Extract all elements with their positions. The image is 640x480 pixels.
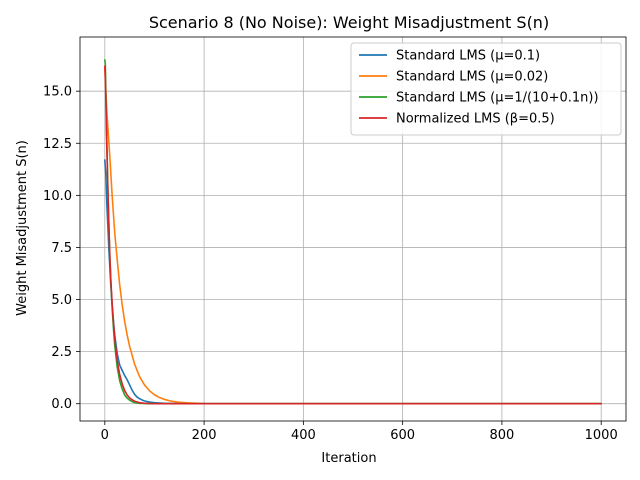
x-tick-label: 1000 — [585, 428, 618, 443]
axis-ticks: 0 200 400 600 800 1000 0.0 2.5 5.0 7.5 10.0 12.5 15.… — [43, 85, 618, 443]
legend-label: Standard LMS (μ=1/(10+0.1n)) — [396, 91, 599, 106]
y-tick-label: 2.5 — [51, 345, 72, 360]
y-axis-label: Weight Misadjustment S(n) — [15, 140, 30, 316]
x-axis-label: Iteration — [321, 451, 376, 466]
legend-label: Standard LMS (μ=0.02) — [396, 70, 548, 85]
y-tick-label: 12.5 — [43, 137, 72, 152]
y-tick-label: 0.0 — [51, 397, 72, 412]
legend-label: Standard LMS (μ=0.1) — [396, 49, 540, 64]
chart-title: Scenario 8 (No Noise): Weight Misadjustm… — [149, 13, 549, 32]
x-tick-label: 600 — [390, 428, 415, 443]
y-tick-label: 10.0 — [43, 189, 72, 204]
y-tick-label: 5.0 — [51, 293, 72, 308]
x-tick-label: 800 — [489, 428, 514, 443]
series-line-4 — [104, 65, 602, 405]
legend: Standard LMS (μ=0.1) Standard LMS (μ=0.02… — [350, 42, 622, 136]
y-tick-label: 15.0 — [43, 85, 72, 100]
series-lines — [104, 59, 602, 405]
y-tick-label: 7.5 — [51, 241, 72, 256]
legend-label: Normalized LMS (β=0.5) — [396, 112, 555, 127]
legend-box — [350, 42, 622, 136]
x-tick-label: 0 — [101, 428, 109, 443]
plot-frame — [79, 36, 627, 422]
series-line-1 — [104, 159, 602, 405]
x-tick-label: 400 — [291, 428, 316, 443]
x-tick-label: 200 — [192, 428, 217, 443]
